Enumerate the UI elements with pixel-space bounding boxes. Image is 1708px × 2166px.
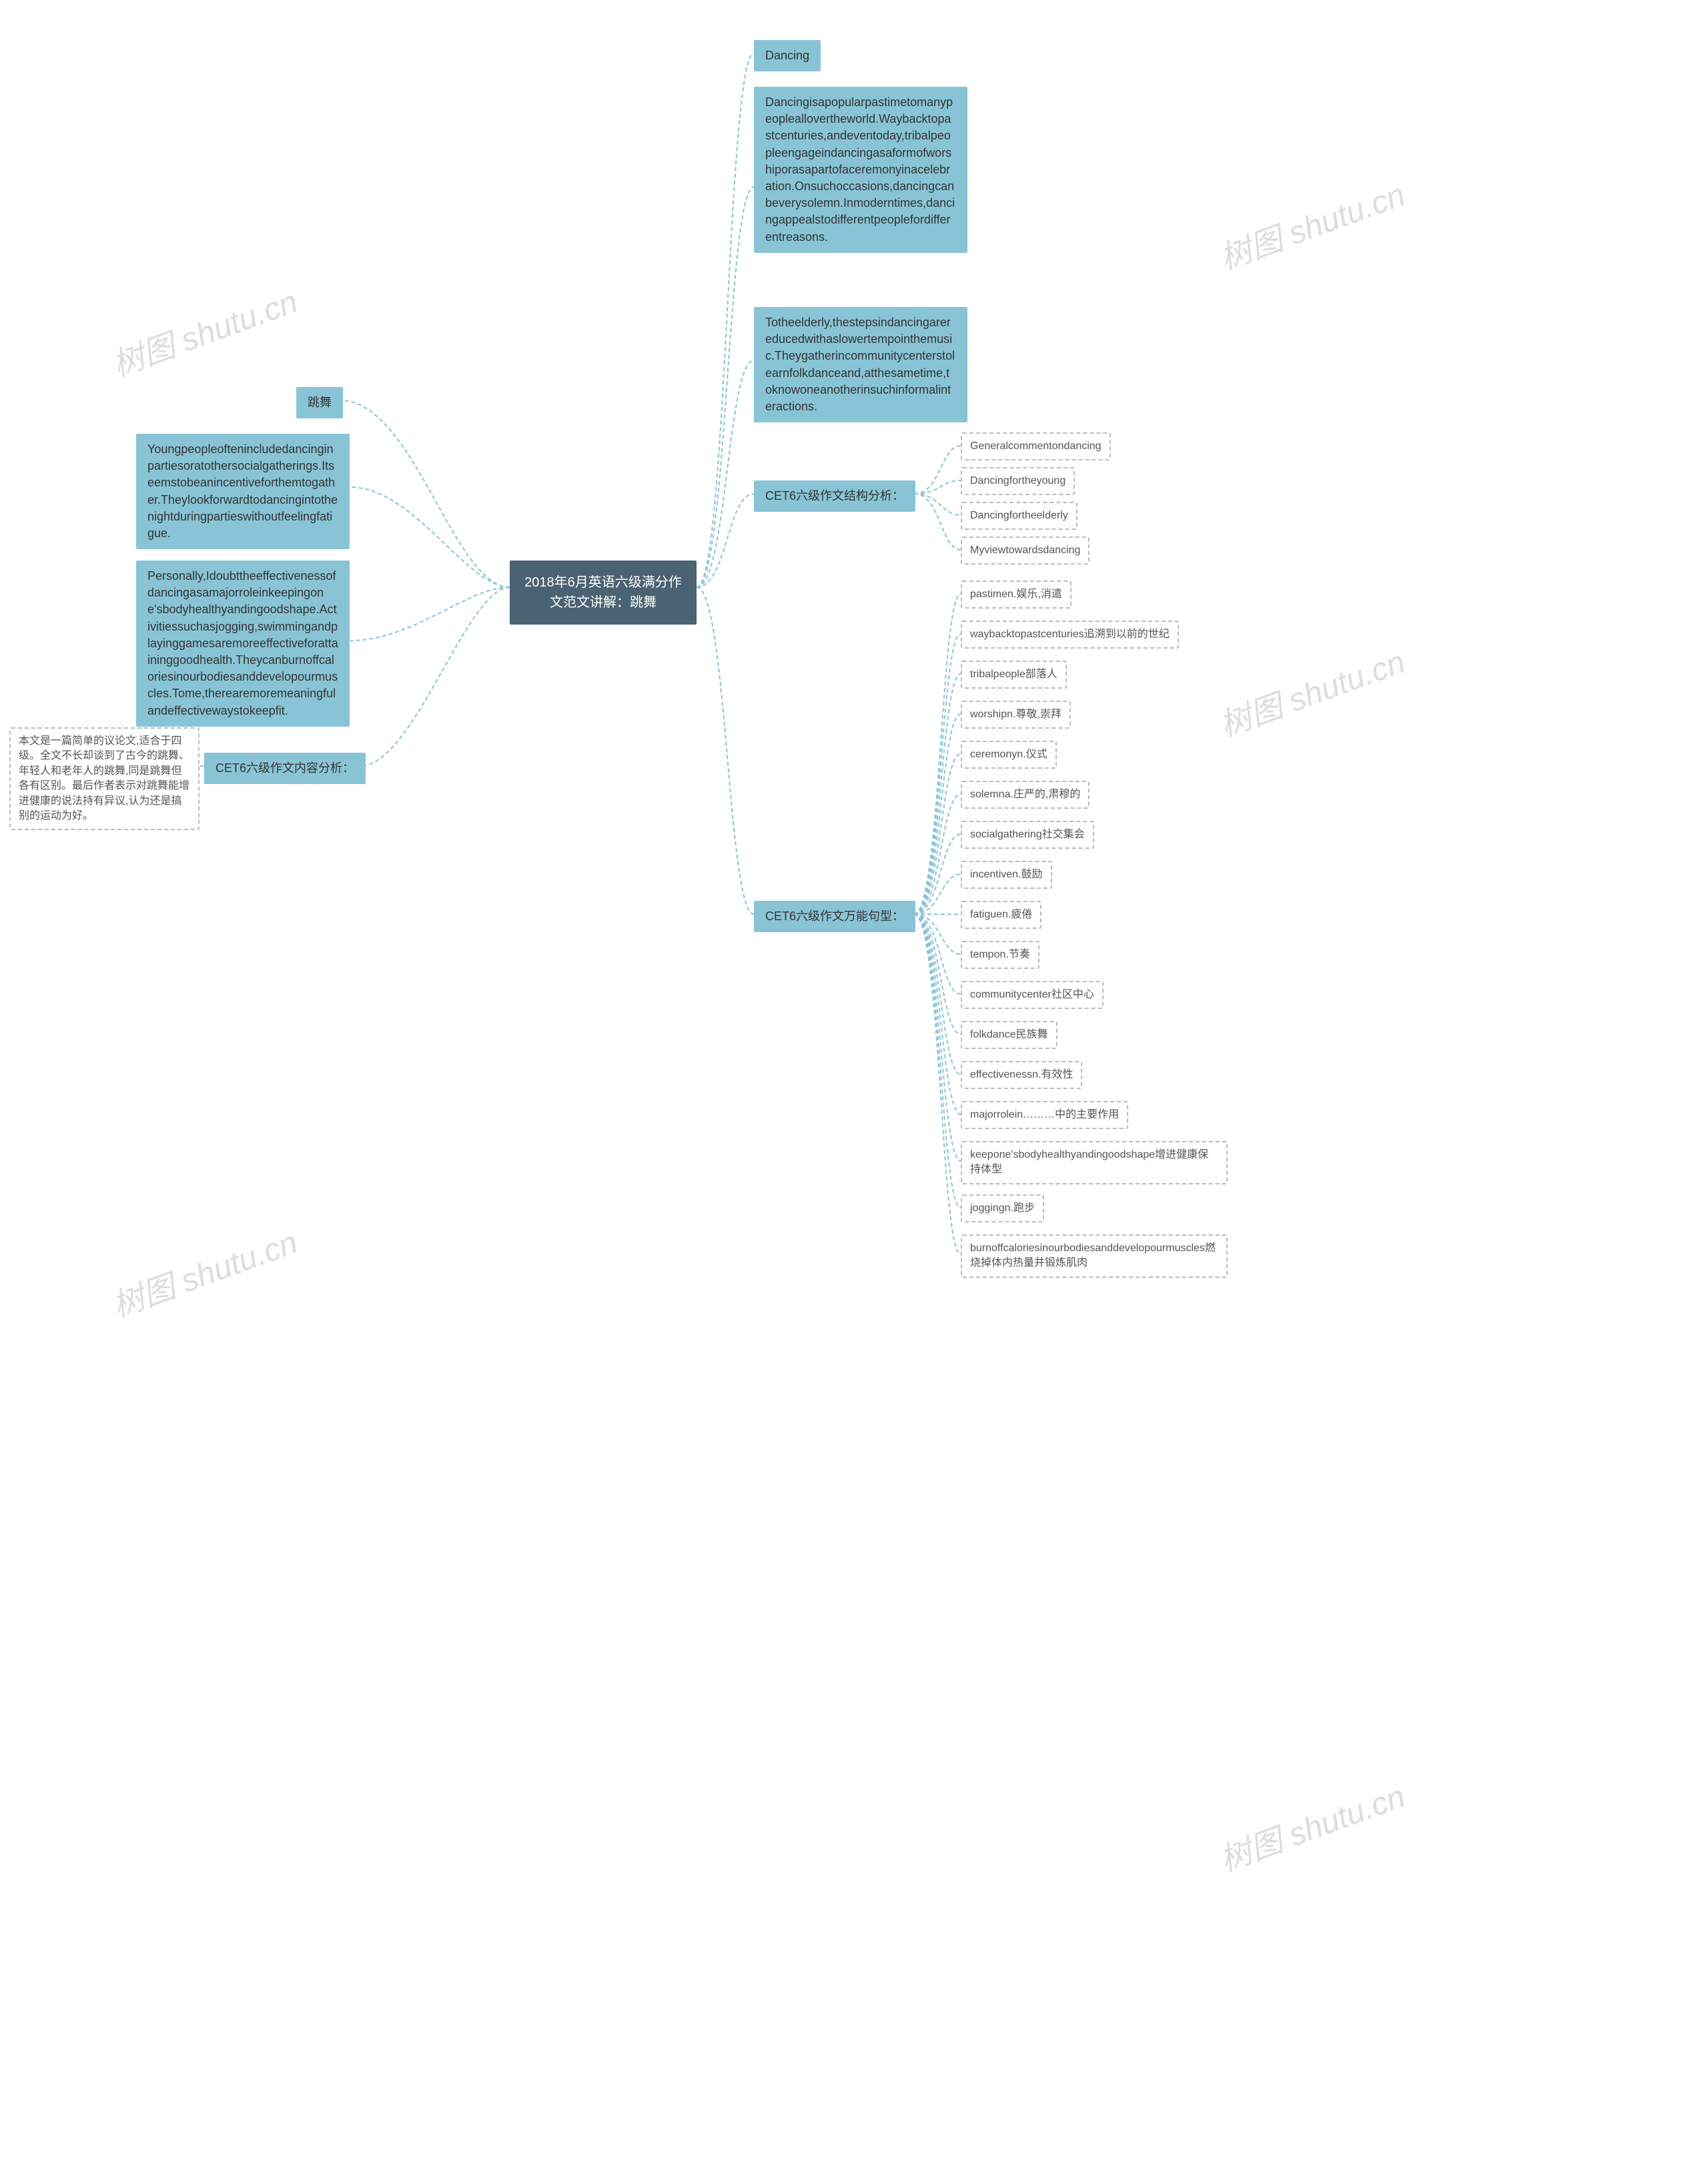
leaf-vocab-item: waybacktopastcenturies追溯到以前的世纪 <box>961 621 1179 649</box>
leaf-structure-item: Dancingfortheelderly <box>961 502 1078 530</box>
leaf-structure-item: Generalcommentondancing <box>961 432 1111 460</box>
leaf-vocab-item: burnoffcaloriesinourbodiesanddevelopourm… <box>961 1234 1228 1278</box>
leaf-vocab-item: keepone'sbodyhealthyandingoodshape增进健康保持… <box>961 1141 1228 1184</box>
branch-left-title: 跳舞 <box>296 387 343 418</box>
branch-right-dancing: Dancing <box>754 40 821 71</box>
branch-right-sentence: CET6六级作文万能句型： <box>754 901 915 932</box>
root-node: 2018年6月英语六级满分作文范文讲解：跳舞 <box>510 561 697 625</box>
leaf-vocab-item: folkdance民族舞 <box>961 1021 1057 1049</box>
branch-left-para2: Personally,Idoubttheeffectivenessofdanci… <box>136 561 350 727</box>
leaf-vocab-item: joggingn.跑步 <box>961 1194 1044 1222</box>
leaf-vocab-item: tempon.节奏 <box>961 941 1039 969</box>
leaf-vocab-item: ceremonyn.仪式 <box>961 741 1057 769</box>
leaf-vocab-item: tribalpeople部落人 <box>961 661 1067 689</box>
leaf-vocab-item: socialgathering社交集会 <box>961 821 1094 849</box>
leaf-structure-item: Myviewtowardsdancing <box>961 536 1090 565</box>
leaf-vocab-item: pastimen.娱乐,消遣 <box>961 581 1072 609</box>
branch-left-para1: Youngpeopleoftenincludedancinginpartieso… <box>136 434 350 549</box>
branch-right-structure: CET6六级作文结构分析： <box>754 480 915 512</box>
leaf-vocab-item: communitycenter社区中心 <box>961 981 1104 1009</box>
leaf-structure-item: Dancingfortheyoung <box>961 467 1075 495</box>
watermark: 树图 shutu.cn <box>1212 168 1410 278</box>
watermark: 树图 shutu.cn <box>105 1216 303 1326</box>
branch-right-para1: Dancingisapopularpastimetomanypeopleallo… <box>754 87 967 253</box>
watermark: 树图 shutu.cn <box>105 275 303 385</box>
leaf-vocab-item: majorrolein………中的主要作用 <box>961 1101 1128 1129</box>
leaf-vocab-item: solemna.庄严的,肃穆的 <box>961 781 1090 809</box>
branch-left-content-analysis: CET6六级作文内容分析： <box>204 753 366 784</box>
watermark: 树图 shutu.cn <box>1212 635 1410 745</box>
watermark: 树图 shutu.cn <box>1212 1770 1410 1880</box>
leaf-vocab-item: effectivenessn.有效性 <box>961 1061 1082 1089</box>
branch-right-para2: Totheelderly,thestepsindancingarereduced… <box>754 307 967 422</box>
leaf-vocab-item: fatiguen.疲倦 <box>961 901 1041 929</box>
leaf-content-analysis-text: 本文是一篇简单的议论文,适合于四级。全文不长却谈到了古今的跳舞、年轻人和老年人的… <box>9 727 199 830</box>
leaf-vocab-item: worshipn.尊敬,崇拜 <box>961 701 1071 729</box>
leaf-vocab-item: incentiven.鼓励 <box>961 861 1052 889</box>
